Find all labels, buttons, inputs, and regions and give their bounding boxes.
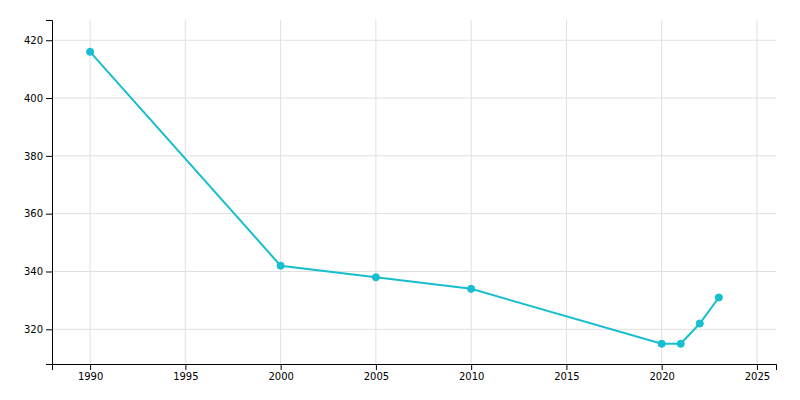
tick-mark <box>90 364 91 370</box>
point <box>658 340 665 347</box>
tick: 2010 <box>459 364 484 382</box>
grid-line-y <box>52 40 776 41</box>
tick-label: 360 <box>24 208 43 219</box>
tick-mark <box>46 98 52 99</box>
point <box>277 262 284 269</box>
tick-mark <box>566 364 567 370</box>
tick-label: 2015 <box>554 371 579 382</box>
point <box>468 285 475 292</box>
tick: 420 <box>24 35 52 46</box>
grid-line-x <box>566 20 567 364</box>
point <box>696 320 703 327</box>
chart-svg: 1990 1995 2000 2005 2010 2015 2020 2025 320 340 36… <box>0 0 800 400</box>
point <box>372 274 379 281</box>
tick: 2005 <box>364 364 389 382</box>
tick: 2015 <box>554 364 579 382</box>
grid-line-x <box>90 20 91 364</box>
grid <box>52 20 776 364</box>
tick-label: 420 <box>24 35 43 46</box>
grid-line-x <box>185 20 186 364</box>
point <box>87 48 94 55</box>
grid-line-x <box>375 20 376 364</box>
grid-line-x <box>756 20 757 364</box>
tick-mark <box>185 364 186 370</box>
tick-mark <box>46 214 52 215</box>
tick-label: 400 <box>24 93 43 104</box>
tick: 1990 <box>78 364 103 382</box>
tick-mark <box>376 364 377 370</box>
line <box>90 52 719 344</box>
tick-label: 2005 <box>364 371 389 382</box>
tick: 360 <box>24 208 52 219</box>
tick: 2000 <box>268 364 293 382</box>
point <box>715 294 722 301</box>
tick: 320 <box>24 324 52 335</box>
point <box>677 340 684 347</box>
grid-line-y <box>52 213 776 214</box>
tick-mark <box>471 364 472 370</box>
tick-label: 1995 <box>173 371 198 382</box>
grid-line-x <box>661 20 662 364</box>
tick-label: 320 <box>24 324 43 335</box>
tick-mark <box>281 364 282 370</box>
tick-label: 2020 <box>649 371 674 382</box>
tick: 400 <box>24 93 52 104</box>
tick-mark <box>46 40 52 41</box>
tick-label: 2025 <box>745 371 770 382</box>
y-axis-line <box>46 21 53 365</box>
tick-label: 2000 <box>268 371 293 382</box>
tick-mark <box>46 156 52 157</box>
grid-line-x <box>471 20 472 364</box>
grid-line-y <box>52 329 776 330</box>
tick: 1995 <box>173 364 198 382</box>
tick: 2025 <box>745 364 770 382</box>
tick-label: 1990 <box>78 371 103 382</box>
tick-mark <box>662 364 663 370</box>
tick: 2020 <box>649 364 674 382</box>
grid-line-y <box>52 155 776 156</box>
tick: 380 <box>24 151 52 162</box>
tick: 340 <box>24 266 52 277</box>
y-axis: 320 340 360 380 400 420 <box>24 21 53 365</box>
tick-label: 380 <box>24 151 43 162</box>
tick-mark <box>757 364 758 370</box>
grid-line-y <box>52 271 776 272</box>
x-axis: 1990 1995 2000 2005 2010 2015 2020 2025 <box>53 364 777 382</box>
grid-line-y <box>52 98 776 99</box>
tick-mark <box>46 329 52 330</box>
tick-label: 340 <box>24 266 43 277</box>
x-axis-line <box>53 365 777 371</box>
chart-container: 1990 1995 2000 2005 2010 2015 2020 2025 320 340 36… <box>0 0 800 400</box>
tick-label: 2010 <box>459 371 484 382</box>
tick-mark <box>46 271 52 272</box>
grid-line-x <box>280 20 281 364</box>
plot-area <box>87 48 723 347</box>
